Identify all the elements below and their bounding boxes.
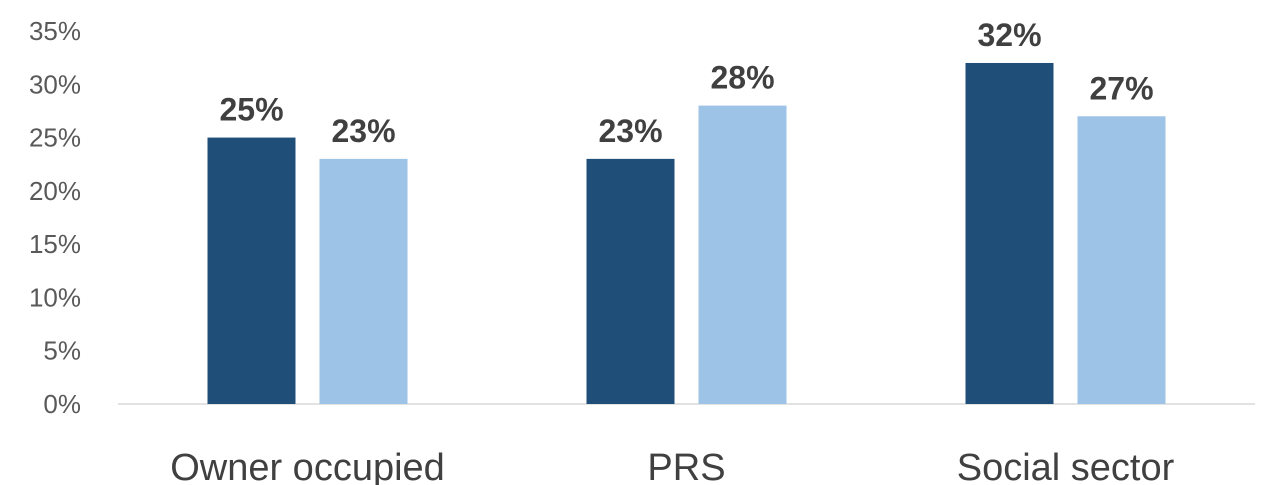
bar <box>1077 116 1166 404</box>
bar <box>965 62 1054 404</box>
data-label: 28% <box>710 60 774 96</box>
y-tick-label: 5% <box>43 336 81 366</box>
bar <box>319 158 408 404</box>
x-axis-categories: Owner occupied PRS Social sector <box>170 447 1174 485</box>
y-tick-label: 10% <box>29 282 81 312</box>
y-tick-label: 25% <box>29 123 81 153</box>
x-category-label: Social sector <box>957 447 1175 485</box>
x-category-label: PRS <box>647 447 725 485</box>
data-label: 32% <box>977 17 1041 53</box>
y-tick-label: 15% <box>29 229 81 259</box>
data-label: 23% <box>331 113 395 149</box>
bar <box>207 137 296 405</box>
bar <box>586 158 675 404</box>
data-labels: 25% 23% 23% 28% 32% 27% <box>219 17 1153 149</box>
data-label: 23% <box>598 113 662 149</box>
data-label: 27% <box>1089 70 1153 106</box>
y-tick-label: 30% <box>29 69 81 99</box>
y-tick-label: 0% <box>43 389 81 419</box>
y-axis: 0% 5% 10% 15% 20% 25% 30% 35% <box>29 16 81 419</box>
bars <box>207 62 1166 405</box>
x-category-label: Owner occupied <box>170 447 445 485</box>
y-tick-label: 20% <box>29 176 81 206</box>
data-label: 25% <box>219 92 283 128</box>
bar <box>698 105 787 404</box>
y-tick-label: 35% <box>29 16 81 46</box>
